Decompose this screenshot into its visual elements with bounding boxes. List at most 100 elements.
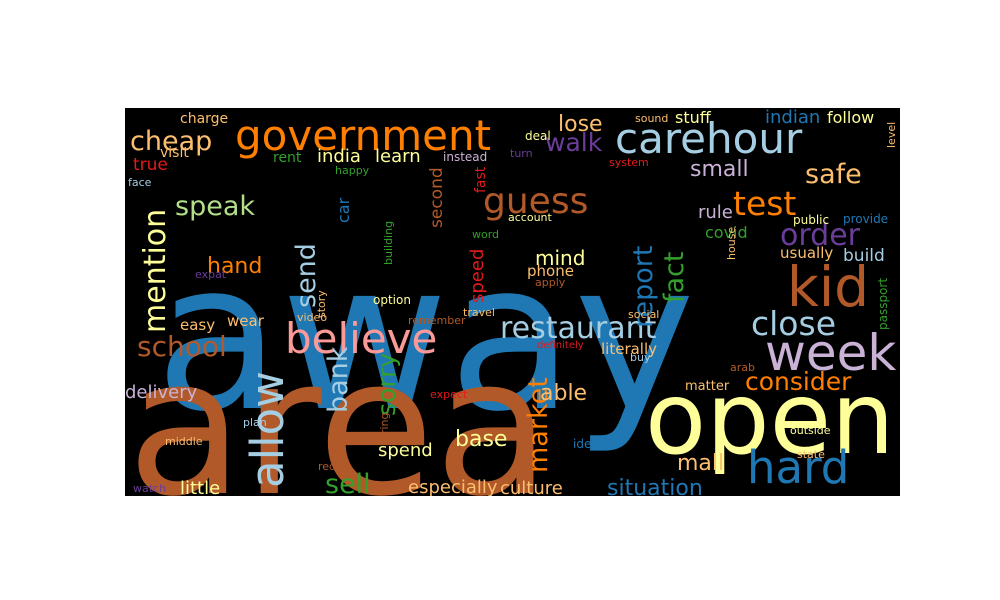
- word-bank: bank: [323, 346, 354, 413]
- word-literally: literally: [601, 340, 657, 358]
- word-test: test: [733, 184, 796, 223]
- word-option: option: [373, 293, 411, 307]
- word-arab: arab: [730, 361, 755, 374]
- word-video: video: [297, 311, 327, 324]
- word-area: area: [127, 317, 551, 496]
- word-sorry: sorry: [372, 353, 401, 416]
- word-kid: kid: [787, 255, 869, 319]
- word-mall: mall: [677, 451, 724, 476]
- word-walk: walk: [545, 128, 603, 157]
- word-word: word: [472, 228, 499, 241]
- word-remember: remember: [408, 314, 466, 327]
- word-guess: guess: [483, 181, 588, 222]
- word-travel: travel: [463, 306, 495, 319]
- word-school: school: [137, 330, 227, 363]
- word-believe: believe: [285, 314, 437, 363]
- word-hard: hard: [747, 441, 849, 494]
- word-hand: hand: [207, 254, 262, 279]
- word-report: report: [628, 246, 659, 328]
- word-situation: situation: [607, 476, 703, 496]
- word-instead: instead: [443, 150, 487, 164]
- word-speed: speed: [467, 249, 488, 303]
- word-safe: safe: [805, 159, 862, 190]
- word-happy: happy: [335, 164, 370, 177]
- word-definitely: definitely: [537, 340, 584, 351]
- word-charge: charge: [180, 111, 228, 127]
- word-carehour: carehour: [615, 114, 803, 163]
- word-account: account: [508, 211, 553, 224]
- word-government: government: [235, 111, 491, 160]
- word-restaurant: restaurant: [500, 311, 657, 346]
- word-face: face: [128, 176, 152, 189]
- word-idea: idea: [573, 437, 599, 451]
- word-house: house: [725, 227, 738, 260]
- word-culture: culture: [500, 478, 563, 496]
- word-build: build: [843, 246, 885, 266]
- word-away: away: [155, 219, 695, 457]
- word-social: social: [628, 308, 659, 321]
- word-outside: outside: [790, 424, 831, 437]
- word-open: open: [645, 360, 895, 477]
- word-sound: sound: [635, 112, 668, 125]
- word-second: second: [427, 167, 447, 228]
- word-indian: indian: [765, 108, 820, 128]
- word-building: building: [382, 221, 395, 265]
- word-bring: bring: [378, 412, 391, 441]
- word-true: true: [133, 155, 168, 175]
- word-fast: fast: [473, 166, 489, 193]
- word-mention: mention: [138, 209, 173, 333]
- word-buy: buy: [630, 351, 651, 364]
- word-sell: sell: [325, 469, 371, 496]
- word-reddit: reddit: [318, 460, 351, 473]
- word-wear: wear: [227, 312, 265, 330]
- word-india: india: [317, 146, 361, 167]
- word-public: public: [793, 213, 829, 227]
- word-close: close: [751, 304, 836, 343]
- word-market: market: [523, 377, 554, 473]
- word-expat: expat: [195, 268, 227, 281]
- word-cheap: cheap: [130, 126, 212, 157]
- word-easy: easy: [180, 316, 215, 334]
- word-level: level: [885, 122, 898, 148]
- word-send: send: [291, 243, 322, 308]
- word-little: little: [180, 478, 220, 496]
- word-lose: lose: [558, 112, 603, 137]
- word-provide: provide: [843, 212, 888, 226]
- word-turn: turn: [510, 147, 533, 160]
- word-matter: matter: [685, 379, 730, 394]
- word-state: state: [797, 448, 825, 461]
- word-middle: middle: [165, 435, 203, 448]
- word-covid: covid: [705, 223, 748, 242]
- word-follow: follow: [827, 108, 874, 127]
- word-car: car: [334, 197, 353, 223]
- word-base: base: [455, 427, 507, 452]
- word-plan: plan: [243, 416, 267, 429]
- word-able: able: [540, 381, 587, 406]
- word-mind: mind: [535, 246, 585, 270]
- word-visit: visit: [160, 145, 189, 161]
- word-passport: passport: [876, 278, 890, 330]
- word-consider: consider: [745, 367, 852, 396]
- word-expect: expect: [430, 388, 468, 401]
- word-delivery: delivery: [125, 382, 198, 403]
- word-apply: apply: [535, 276, 566, 289]
- word-usually: usually: [780, 244, 833, 262]
- word-stuff: stuff: [675, 108, 712, 127]
- word-phone: phone: [527, 262, 574, 280]
- word-cloud: away area open government carehour believe kid…: [125, 108, 900, 496]
- word-especially: especially: [408, 477, 498, 496]
- word-speak: speak: [175, 191, 255, 222]
- word-watch: watch: [133, 482, 166, 495]
- word-rule: rule: [698, 202, 733, 223]
- word-system: system: [609, 156, 649, 169]
- word-week: week: [765, 324, 896, 382]
- word-fact: fact: [659, 252, 690, 303]
- word-order: order: [780, 218, 861, 253]
- word-small: small: [690, 157, 749, 182]
- word-learn: learn: [375, 146, 421, 167]
- word-deal: deal: [525, 129, 551, 143]
- word-allow: allow: [241, 371, 294, 488]
- word-rent: rent: [273, 150, 302, 166]
- word-story: story: [315, 290, 328, 318]
